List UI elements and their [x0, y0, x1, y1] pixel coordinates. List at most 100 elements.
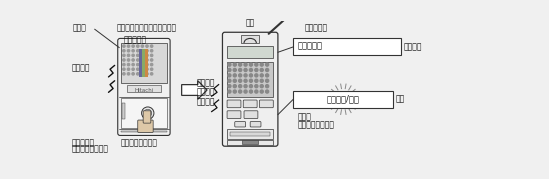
- Circle shape: [127, 45, 130, 47]
- FancyBboxPatch shape: [143, 111, 151, 123]
- Circle shape: [123, 59, 125, 61]
- Circle shape: [142, 107, 154, 119]
- Circle shape: [249, 85, 253, 88]
- Circle shape: [150, 59, 153, 61]
- Bar: [243, 140, 258, 144]
- Circle shape: [127, 73, 130, 75]
- Circle shape: [150, 63, 153, 66]
- Circle shape: [228, 74, 231, 77]
- Circle shape: [260, 68, 264, 72]
- Circle shape: [141, 45, 143, 47]
- Text: ビンポン: ビンポン: [196, 88, 215, 97]
- Bar: [227, 129, 273, 139]
- Circle shape: [137, 68, 139, 70]
- Circle shape: [249, 90, 253, 93]
- Circle shape: [260, 63, 264, 66]
- Circle shape: [132, 73, 135, 75]
- Bar: [293, 91, 394, 108]
- FancyBboxPatch shape: [227, 100, 241, 108]
- Bar: [227, 46, 273, 58]
- Circle shape: [255, 63, 258, 66]
- Circle shape: [255, 74, 258, 77]
- Circle shape: [150, 50, 153, 52]
- Circle shape: [239, 68, 242, 72]
- Circle shape: [228, 85, 231, 88]
- Circle shape: [244, 79, 247, 82]
- Circle shape: [150, 45, 153, 47]
- Circle shape: [144, 109, 152, 117]
- Bar: [230, 132, 270, 136]
- Circle shape: [260, 90, 264, 93]
- Circle shape: [146, 68, 148, 70]
- Circle shape: [141, 68, 143, 70]
- Circle shape: [146, 54, 148, 57]
- Circle shape: [132, 45, 135, 47]
- Circle shape: [127, 50, 130, 52]
- Circle shape: [146, 63, 148, 66]
- Circle shape: [127, 63, 130, 66]
- Circle shape: [244, 63, 247, 66]
- Circle shape: [260, 85, 264, 88]
- Circle shape: [249, 68, 253, 72]
- Circle shape: [137, 45, 139, 47]
- Circle shape: [266, 74, 268, 77]
- Circle shape: [260, 79, 264, 82]
- Circle shape: [255, 68, 258, 72]
- Circle shape: [233, 90, 236, 93]
- Bar: [142, 49, 145, 77]
- Text: ビンポン: ビンポン: [196, 97, 215, 106]
- Circle shape: [127, 59, 130, 61]
- Circle shape: [150, 54, 153, 57]
- Circle shape: [127, 54, 130, 57]
- Circle shape: [146, 50, 148, 52]
- Circle shape: [249, 79, 253, 82]
- Text: 訪問時に呼出ボタンを押す。: 訪問時に呼出ボタンを押す。: [116, 23, 176, 32]
- Text: 点滅: 点滅: [396, 95, 405, 104]
- Text: 呼出確認音: 呼出確認音: [71, 139, 94, 147]
- Bar: [227, 62, 273, 97]
- Circle shape: [132, 68, 135, 70]
- Bar: [227, 140, 273, 145]
- Circle shape: [141, 50, 143, 52]
- Circle shape: [233, 79, 236, 82]
- Circle shape: [146, 59, 148, 61]
- Text: 「ビンポン」１回: 「ビンポン」１回: [71, 145, 109, 154]
- Text: 屋外子機１: 屋外子機１: [124, 35, 147, 44]
- Bar: [293, 38, 401, 55]
- Circle shape: [137, 73, 139, 75]
- Circle shape: [249, 63, 253, 66]
- Circle shape: [146, 73, 148, 75]
- Text: 呼出音: 呼出音: [297, 112, 311, 121]
- Circle shape: [266, 85, 268, 88]
- Circle shape: [249, 74, 253, 77]
- Circle shape: [123, 63, 125, 66]
- Circle shape: [141, 54, 143, 57]
- Circle shape: [141, 73, 143, 75]
- Circle shape: [132, 63, 135, 66]
- Circle shape: [132, 59, 135, 61]
- FancyArrow shape: [182, 81, 207, 99]
- Bar: [241, 35, 260, 43]
- FancyBboxPatch shape: [222, 32, 278, 146]
- Circle shape: [244, 85, 247, 88]
- Text: 呼出ボタンを押す: 呼出ボタンを押す: [121, 139, 158, 147]
- Text: 表示パネル: 表示パネル: [305, 23, 328, 32]
- Circle shape: [239, 79, 242, 82]
- Bar: [145, 49, 148, 77]
- Circle shape: [146, 45, 148, 47]
- Circle shape: [233, 74, 236, 77]
- Circle shape: [228, 63, 231, 66]
- Circle shape: [233, 63, 236, 66]
- Circle shape: [228, 68, 231, 72]
- FancyBboxPatch shape: [260, 100, 273, 108]
- FancyBboxPatch shape: [138, 120, 153, 132]
- Circle shape: [266, 63, 268, 66]
- Text: 「ビンポン」３回: 「ビンポン」３回: [297, 120, 334, 129]
- Circle shape: [150, 68, 153, 70]
- FancyBboxPatch shape: [250, 122, 261, 127]
- FancyBboxPatch shape: [117, 38, 170, 136]
- Circle shape: [123, 54, 125, 57]
- Circle shape: [255, 79, 258, 82]
- Text: ビンポン: ビンポン: [196, 78, 215, 88]
- Circle shape: [137, 54, 139, 57]
